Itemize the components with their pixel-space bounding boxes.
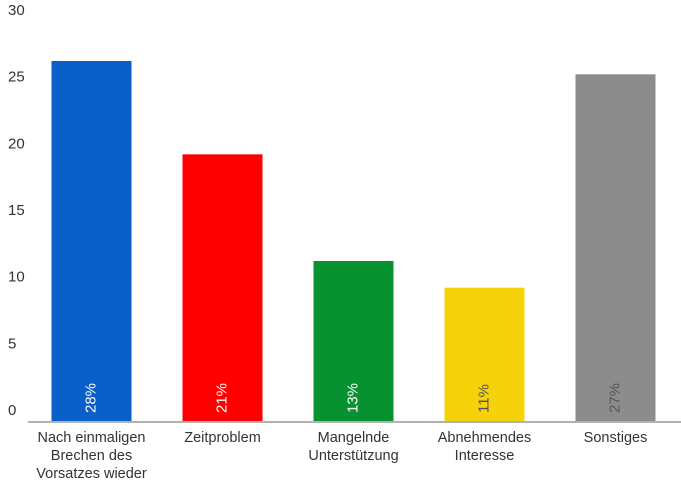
x-tick-label: Mangelnde Unterstützung [308,430,399,464]
x-tick-label-box: Zeitproblem [184,430,261,446]
x-tick-label: Zeitproblem [184,430,261,446]
y-tick-label: 25 [8,69,25,86]
x-tick-label-box: Nach einmaligen Brechen des Vorsatzes wi… [36,430,147,482]
x-tick-label-box: Mangelnde Unterstützung [308,430,399,464]
x-tick-label: Sonstiges [583,430,648,446]
y-tick-label: 5 [8,335,16,352]
x-tick-label: Abnehmendes Interesse [437,430,532,464]
bar-label: 21% [213,383,230,413]
bar [313,261,394,421]
bar-label: 13% [344,383,361,413]
y-tick-label: 0 [8,402,16,419]
bar [575,74,656,421]
bar [51,61,132,421]
bar [444,287,525,421]
bar-label: 27% [606,383,623,413]
y-tick-label: 10 [8,269,25,286]
x-tick-label-box: Abnehmendes Interesse [437,430,532,464]
y-tick-label: 30 [8,2,25,19]
bar-label: 11% [475,384,492,413]
x-tick-label-box: Sonstiges [583,430,648,446]
x-tick-label: Nach einmaligen Brechen des Vorsatzes wi… [36,430,147,482]
bar [182,154,263,422]
y-tick-label: 15 [8,202,25,219]
bar-label: 28% [82,383,99,413]
y-tick-label: 20 [8,135,25,152]
